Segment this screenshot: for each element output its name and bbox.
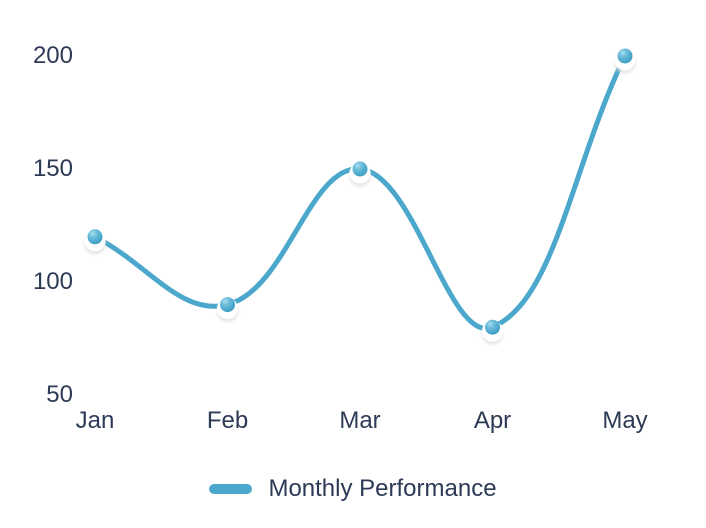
x-tick-label: Feb (206, 407, 249, 434)
x-tick-label: May (602, 407, 648, 434)
y-tick-label: 100 (32, 268, 73, 295)
data-point-marker[interactable] (614, 48, 636, 74)
legend-label: Monthly Performance (268, 475, 497, 502)
data-point-marker[interactable] (217, 297, 238, 323)
y-tick-label: 50 (46, 381, 73, 408)
series-line (92, 53, 628, 332)
legend-swatch (209, 484, 253, 494)
x-tick-label: Apr (473, 407, 512, 434)
x-tick-label: Jan (75, 407, 115, 434)
data-point-marker[interactable] (84, 229, 106, 255)
y-tick-label: 150 (32, 155, 73, 182)
data-point-marker[interactable] (349, 161, 371, 187)
x-tick-label: Mar (339, 407, 381, 434)
y-tick-label: 200 (32, 42, 73, 69)
legend-item[interactable]: Monthly Performance (0, 473, 706, 505)
data-point-marker[interactable] (482, 319, 503, 345)
